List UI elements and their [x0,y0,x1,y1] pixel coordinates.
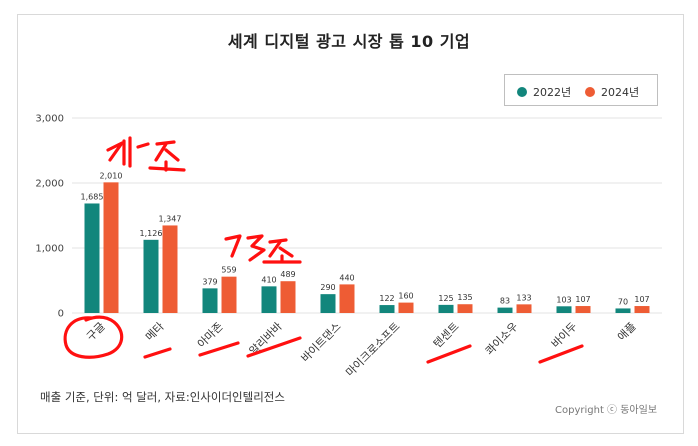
category-label: 아마존 [195,320,226,351]
bar-2022 [556,306,572,313]
category-label: 알리바바 [246,319,285,358]
bar-2024 [516,304,532,313]
data-label: 133 [516,293,531,302]
bar-2022 [615,308,631,313]
data-labels: 1,685 2,010 1,126 1,347 379 559 410 489 290 440 12… [81,171,650,306]
copyright: Copyright ⓒ 동아일보 [555,405,658,416]
legend-item-2022: 2022년 [517,84,571,100]
data-label: 489 [280,270,295,279]
bar-2024 [280,281,296,313]
data-label: 1,126 [140,229,163,238]
bar-2024 [103,182,119,313]
bar-2024 [398,302,414,313]
data-label: 83 [500,297,510,306]
data-label: 440 [339,273,354,282]
bar-2022 [261,286,277,313]
data-label: 290 [320,283,335,292]
category-label: 텐센트 [431,320,462,351]
bar-2022 [438,304,454,313]
legend-marker-2024 [585,87,595,97]
bar-2024 [221,276,237,313]
data-label: 1,685 [81,192,104,201]
data-label: 379 [202,277,217,286]
bar-2022 [202,288,218,313]
data-label: 107 [575,295,590,304]
data-label: 70 [618,297,628,306]
bar-2024 [162,225,178,313]
chart-title: 세계 디지털 광고 시장 톱 10 기업 [227,32,471,51]
annotation-handwriting-google [106,136,186,172]
bar-2022 [497,307,513,313]
footnote: 매출 기준, 단위: 억 달러, 자료:인사이더인텔리전스 [40,390,285,404]
legend: 2022년 2024년 [504,74,658,106]
bar-2024 [634,306,650,313]
annotation-underline-amazon [198,341,240,357]
data-label: 107 [634,295,649,304]
category-label: 콰이소우 [483,320,521,358]
data-label: 125 [438,294,453,303]
annotation-underline-tencent [426,344,472,364]
annotation-circle-google [63,315,124,359]
annotation-underline-alibaba [246,336,302,358]
data-label: 160 [398,292,413,301]
data-label: 410 [261,275,276,284]
data-label: 103 [556,295,571,304]
data-label: 135 [457,293,472,302]
y-tick-label: 0 [58,309,64,320]
data-label: 2,010 [100,171,123,180]
bar-2024 [339,284,355,313]
legend-marker-2022 [517,87,527,97]
handwritten-annotations [63,136,584,364]
data-label: 122 [379,294,394,303]
legend-item-2024: 2024년 [585,84,639,100]
y-tick-label: 3,000 [35,114,64,125]
bar-2024 [457,304,473,313]
bar-2022 [379,305,395,313]
data-label: 1,347 [159,214,182,223]
y-tick-label: 1,000 [35,244,64,255]
bar-2022 [84,203,100,313]
bar-2022 [143,239,159,313]
legend-label-2024: 2024년 [601,86,640,99]
y-tick-label: 2,000 [35,179,64,190]
category-label: 마이크로소프트 [343,320,402,379]
category-label: 구글 [84,320,108,344]
category-label: 바이트댄스 [299,320,344,365]
annotation-handwriting-alibaba [224,234,302,264]
category-label: 메타 [143,320,167,344]
bar-2022 [320,294,336,313]
annotation-underline-baidu [538,344,584,364]
category-label: 애플 [615,320,639,344]
bars [84,182,650,313]
category-label: 바이두 [549,320,580,351]
annotation-underline-meta [143,347,172,359]
y-axis-ticks: 0 1,000 2,000 3,000 [35,114,64,320]
data-label: 559 [221,266,236,275]
bar-2024 [575,306,591,313]
legend-label-2022: 2022년 [533,86,572,99]
